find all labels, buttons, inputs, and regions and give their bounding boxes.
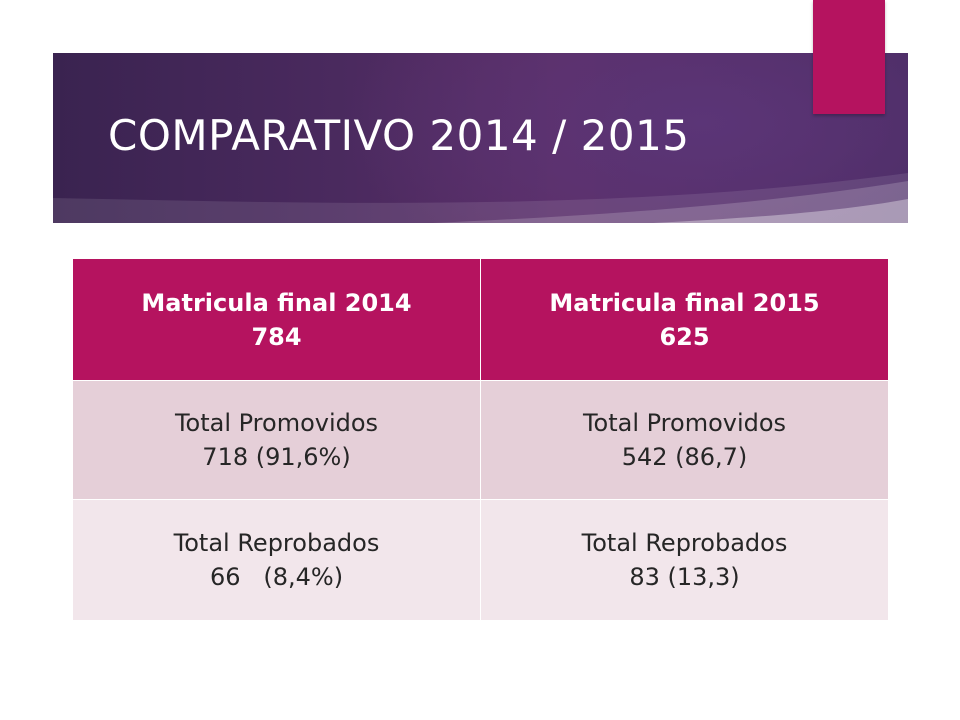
header-value-2014: 784 (251, 322, 302, 351)
title-banner (53, 53, 908, 223)
cell-label: Total Reprobados (581, 529, 788, 557)
cell-value: 83 (13,3) (629, 563, 740, 591)
slide-title: COMPARATIVO 2014 / 2015 (108, 111, 690, 160)
table-row-promovidos: Total Promovidos 718 (91,6%) Total Promo… (72, 380, 889, 500)
header-cell-2014: Matricula final 2014 784 (72, 258, 481, 381)
table-header-row: Matricula final 2014 784 Matricula final… (72, 258, 889, 381)
cell-label: Total Promovidos (174, 409, 379, 437)
banner-swoosh-decoration (53, 173, 908, 223)
header-value-2015: 625 (659, 322, 710, 351)
cell-value: 66 (8,4%) (209, 563, 344, 591)
header-label-2015: Matricula final 2015 (549, 288, 820, 317)
comparison-table: Matricula final 2014 784 Matricula final… (72, 258, 889, 621)
table-row-reprobados: Total Reprobados 66 (8,4%) Total Reproba… (72, 499, 889, 621)
table-cell: Total Reprobados 83 (13,3) (480, 499, 889, 621)
header-cell-2015: Matricula final 2015 625 (480, 258, 889, 381)
table-cell: Total Reprobados 66 (8,4%) (72, 499, 481, 621)
table-cell: Total Promovidos 542 (86,7) (480, 380, 889, 500)
cell-label: Total Reprobados (173, 529, 380, 557)
table-cell: Total Promovidos 718 (91,6%) (72, 380, 481, 500)
header-label-2014: Matricula final 2014 (141, 288, 412, 317)
cell-label: Total Promovidos (582, 409, 787, 437)
cell-value: 542 (86,7) (621, 443, 748, 471)
accent-bar (813, 0, 885, 114)
cell-value: 718 (91,6%) (202, 443, 351, 471)
